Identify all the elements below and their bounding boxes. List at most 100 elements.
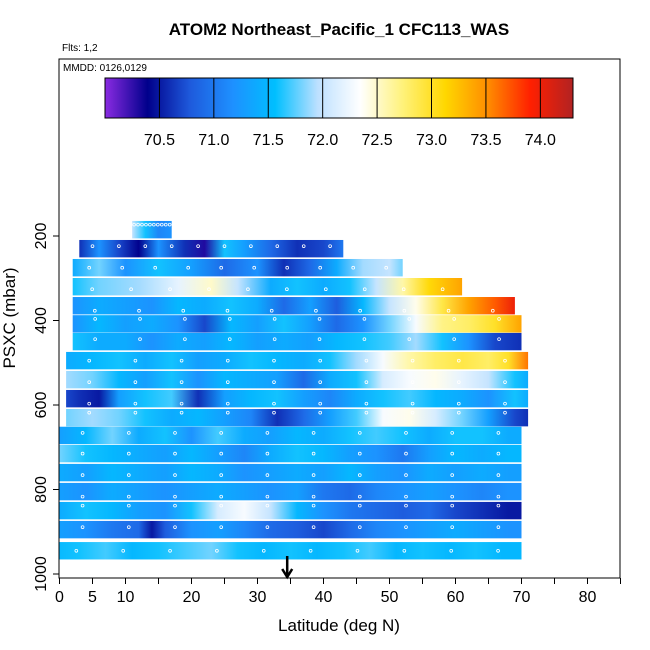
heatmap-band — [59, 426, 522, 445]
sample-dot — [452, 317, 456, 321]
sample-dot — [404, 503, 408, 508]
sample-dot — [160, 222, 164, 227]
colorbar-tick-label: 73.0 — [416, 132, 447, 149]
heatmap-band — [66, 408, 529, 427]
sample-dot — [179, 410, 184, 415]
sample-dot — [179, 358, 184, 363]
sample-dot — [496, 473, 501, 477]
sample-dot — [219, 265, 224, 270]
sample-dot — [127, 525, 131, 529]
sample-dots-layer — [74, 222, 507, 553]
sample-dot — [450, 525, 455, 529]
x-tick-label: 40 — [315, 589, 333, 606]
sample-dot — [285, 287, 289, 292]
sample-dot — [138, 317, 142, 321]
sample-dot — [497, 337, 501, 341]
sample-dot — [503, 380, 507, 384]
sample-dot — [173, 451, 177, 456]
heatmap-band — [59, 444, 522, 463]
sample-dot — [219, 503, 224, 508]
sample-dot — [450, 431, 455, 435]
sample-dot — [456, 380, 461, 384]
sample-dot — [87, 401, 91, 406]
x-tick-label: 5 — [88, 589, 97, 606]
sample-dot — [226, 358, 230, 363]
sample-dot — [265, 494, 270, 499]
sample-dot — [261, 548, 266, 553]
y-tick-label: 1000 — [33, 556, 50, 592]
sample-dot — [80, 473, 85, 477]
sample-dot — [87, 410, 91, 415]
sample-dot — [384, 265, 389, 270]
sample-dot — [503, 358, 507, 363]
sample-dot — [168, 548, 172, 553]
sample-dot — [496, 548, 500, 553]
sample-dot — [318, 380, 323, 384]
sample-dot — [136, 222, 140, 227]
sample-dot — [153, 265, 158, 270]
heatmap-band — [72, 258, 403, 277]
sample-dot — [272, 410, 276, 415]
sample-dot — [410, 380, 415, 384]
sample-dot — [272, 337, 277, 341]
chart-title: ATOM2 Northeast_Pacific_1 CFC113_WAS — [169, 20, 509, 39]
heatmap-band — [72, 332, 522, 351]
sample-dot — [351, 265, 356, 270]
sample-dot — [308, 548, 313, 553]
sample-dot — [402, 308, 407, 313]
sample-dot — [272, 358, 276, 363]
x-tick-label: 20 — [183, 589, 201, 606]
sample-dot — [226, 410, 230, 415]
sample-dot — [311, 525, 316, 529]
sample-dot — [148, 222, 152, 227]
sample-dot — [357, 473, 362, 477]
sample-dot — [219, 525, 224, 529]
plot-frame — [58, 58, 621, 579]
sample-dot — [87, 380, 91, 384]
sample-dot — [496, 431, 501, 435]
sample-dot — [129, 287, 133, 292]
heatmap-band — [59, 520, 522, 539]
sample-dot — [173, 431, 177, 435]
sample-dot — [450, 451, 455, 456]
heatmap-band — [59, 463, 522, 482]
sample-dot — [225, 308, 230, 313]
sample-dot — [404, 451, 408, 456]
sample-dot — [440, 287, 445, 292]
sample-dot — [143, 244, 148, 248]
colorbar-tick-label: 71.5 — [253, 132, 284, 149]
sample-dot — [90, 244, 95, 248]
sample-dot — [219, 494, 224, 499]
sample-dot — [311, 494, 316, 499]
sample-dot — [80, 503, 85, 508]
sample-dot — [449, 548, 454, 553]
sample-dot — [133, 401, 138, 406]
sample-dot — [183, 337, 187, 341]
sample-dot — [269, 308, 274, 313]
sample-dot — [456, 410, 461, 415]
sample-dot — [407, 337, 412, 341]
heatmap-band — [66, 351, 529, 370]
sample-dot — [152, 222, 156, 227]
sample-dot — [80, 451, 85, 456]
sample-dot — [181, 308, 186, 313]
sample-dot — [410, 401, 415, 406]
sample-dot — [173, 494, 177, 499]
colorbar: 70.5 71.0 71.5 72.0 72.5 73.0 73.5 74.0 — [104, 77, 574, 149]
sample-dot — [456, 358, 461, 363]
sample-dot — [133, 358, 138, 363]
sample-dot — [167, 222, 172, 227]
sample-dot — [87, 358, 91, 363]
sample-dot — [452, 337, 456, 341]
sample-dot — [127, 451, 131, 456]
sample-dot — [80, 431, 85, 435]
heatmap-band — [132, 220, 172, 239]
sample-dot — [496, 525, 501, 529]
sample-dot — [362, 317, 367, 321]
sample-dot — [357, 494, 362, 499]
sample-dot — [410, 358, 415, 363]
heatmap-band — [72, 315, 522, 333]
sample-dot — [87, 265, 91, 270]
sample-dot — [163, 222, 168, 227]
